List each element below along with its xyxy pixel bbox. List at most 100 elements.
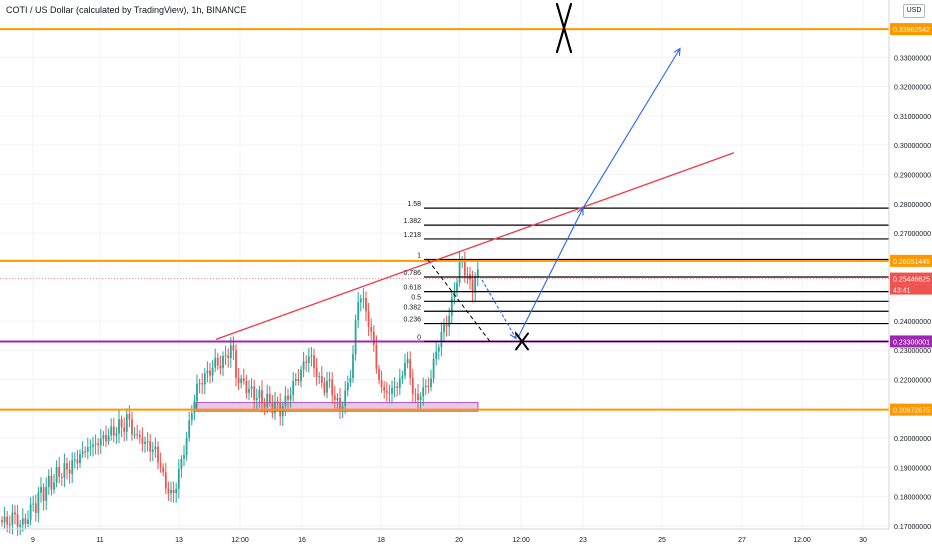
candle-body: [344, 390, 347, 407]
candle-body: [24, 518, 27, 524]
candle-body: [435, 351, 438, 359]
symbol-title: COTI / US Dollar (calculated by TradingV…: [6, 5, 247, 15]
candle-body: [440, 332, 443, 348]
candle-body: [172, 489, 175, 494]
candle-body: [414, 393, 417, 395]
current-price-badge: 0.25446625: [893, 277, 930, 284]
x-tick-label: 25: [658, 537, 666, 544]
y-tick-label: 0.28000000: [894, 202, 931, 209]
candle-body: [417, 393, 419, 400]
fib-label: 0.618: [403, 285, 421, 292]
candle-body: [406, 359, 409, 363]
candle-body: [188, 420, 191, 438]
fib-label: 0.236: [403, 317, 421, 324]
candle-body: [211, 367, 214, 376]
drawings[interactable]: [215, 2, 735, 351]
fib-anchor-line: [427, 259, 491, 342]
candle-body: [123, 427, 126, 432]
candle-body: [375, 345, 378, 369]
candle-body: [107, 435, 110, 442]
y-tick-label: 0.22000000: [894, 378, 931, 385]
candle-body: [32, 503, 35, 505]
candle-body: [372, 331, 375, 346]
candle-body: [110, 426, 113, 436]
candle-body: [68, 469, 71, 474]
candle-body: [258, 390, 261, 399]
candle-body: [222, 355, 224, 369]
candle-body: [393, 386, 396, 388]
candle-body: [1, 520, 3, 523]
candle-body: [105, 435, 107, 442]
candle-body: [21, 518, 24, 525]
candle-body: [263, 403, 266, 408]
candle-body: [419, 396, 422, 400]
y-tick-label: 0.30000000: [894, 143, 931, 150]
candle-body: [248, 388, 250, 393]
candle-body: [411, 377, 414, 394]
projection-arrow-up-1[interactable]: [517, 208, 583, 338]
candle-body: [422, 387, 425, 397]
candle-body: [136, 434, 139, 436]
fibonacci-retracement[interactable]: 1.58 1.382 1.218 1 0.786 0.618 0.5 0.382 0.236 0: [403, 201, 889, 343]
candle-body: [300, 369, 302, 382]
candle-body: [326, 380, 328, 393]
candle-body: [16, 514, 19, 527]
x-tick-label: 12:00: [793, 537, 811, 544]
y-tick-label: 0.33000000: [894, 55, 931, 62]
candle-body: [281, 406, 284, 417]
candle-body: [11, 512, 14, 525]
candle-body: [125, 414, 128, 432]
y-tick-label: 0.24000000: [894, 319, 931, 326]
currency-button[interactable]: USD: [903, 4, 925, 18]
candle-body: [250, 386, 253, 389]
candle-body: [216, 357, 219, 366]
x-mark-level[interactable]: [515, 332, 529, 351]
candle-body: [120, 419, 123, 428]
trendline[interactable]: [215, 152, 735, 341]
candle-body: [214, 357, 217, 368]
candle-body: [466, 274, 469, 276]
candle-body: [474, 277, 477, 293]
candle-body: [219, 365, 222, 369]
candle-body: [297, 378, 300, 382]
candle-body: [287, 395, 289, 400]
fib-label: 1: [417, 252, 421, 259]
candle-body: [89, 446, 92, 448]
candle-body: [151, 449, 154, 452]
candle-body: [404, 362, 406, 376]
candle-body: [183, 454, 185, 459]
price-labels: 0.33962542 0.26051449 0.23300001 0.20972675…: [0, 23, 932, 416]
candle-body: [50, 475, 53, 490]
y-tick-label: 0.27000000: [894, 231, 931, 238]
candle-body: [162, 467, 165, 473]
candle-body: [471, 279, 474, 293]
candle-body: [476, 269, 479, 278]
x-tick-label: 12:00: [231, 537, 249, 544]
x-mark-top[interactable]: [555, 2, 573, 54]
candle-body: [86, 447, 89, 452]
y-tick-label: 0.19000000: [894, 465, 931, 472]
projection-arrow-up-2[interactable]: [582, 49, 680, 209]
candle-body: [73, 459, 76, 461]
candle-body: [45, 487, 48, 501]
y-tick-label: 0.31000000: [894, 114, 931, 121]
candle-body: [333, 395, 336, 401]
candle-body: [196, 384, 198, 402]
candle-body: [131, 419, 133, 435]
candle-body: [14, 512, 16, 515]
candle-body: [29, 504, 32, 520]
level-badge: 0.26051449: [893, 259, 930, 266]
candle-body: [8, 524, 11, 526]
candle-body: [53, 482, 55, 490]
level-badge: 0.23300001: [893, 339, 930, 346]
projection-arrow-down[interactable]: [481, 279, 516, 339]
x-tick-label: 18: [377, 537, 385, 544]
candle-body: [284, 395, 287, 407]
candle-body: [424, 385, 427, 388]
candle-body: [307, 356, 310, 363]
candles: [1, 251, 479, 537]
candle-body: [60, 476, 63, 478]
candle-body: [79, 454, 81, 464]
candle-body: [378, 368, 380, 381]
